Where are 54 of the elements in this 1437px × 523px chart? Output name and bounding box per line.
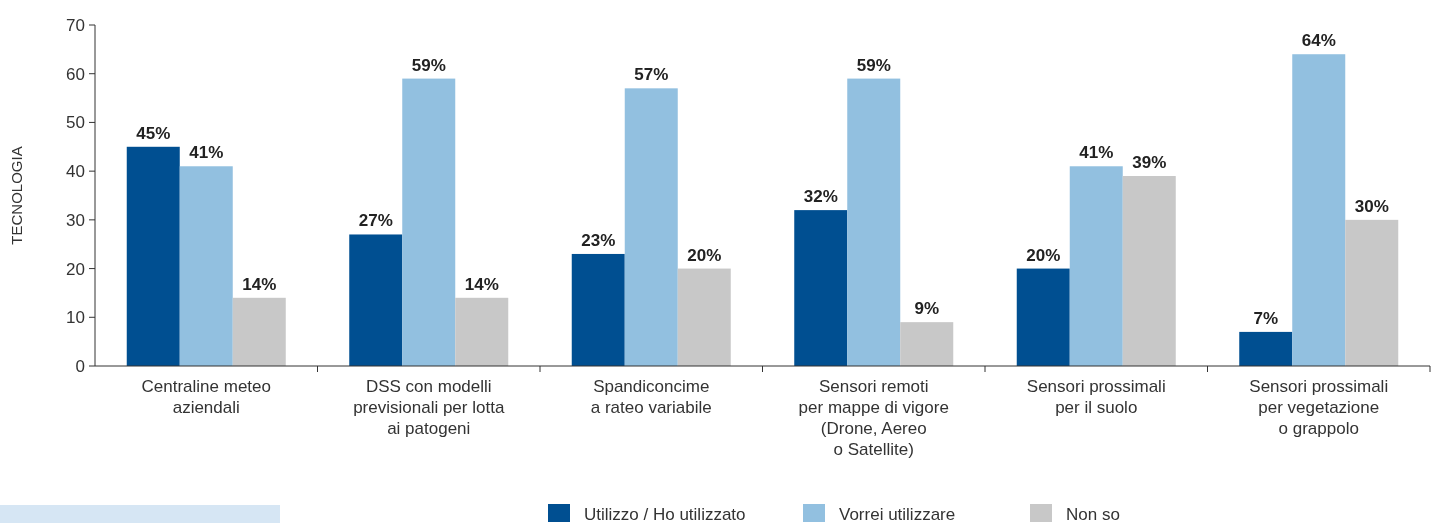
data-label: 45% xyxy=(136,123,171,143)
bar xyxy=(794,210,848,366)
legend-label: Non so xyxy=(1066,505,1120,523)
data-label: 57% xyxy=(634,65,669,85)
bar xyxy=(1345,219,1399,366)
y-tick-label: 70 xyxy=(66,16,85,35)
y-axis-title: TECNOLOGIA xyxy=(8,146,25,245)
legend-label: Utilizzo / Ho utilizzato xyxy=(584,505,746,523)
legend-label: Vorrei utilizzare xyxy=(839,505,956,523)
x-tick-label: Sensori prossimali per il suolo xyxy=(1026,377,1166,417)
data-label: 9% xyxy=(914,299,940,319)
y-tick-label: 20 xyxy=(66,259,85,279)
x-tick-label: DSS con modelli previsionali per lotta ai patogeni xyxy=(353,377,505,438)
data-label: 20% xyxy=(687,245,722,265)
y-tick-label: 60 xyxy=(66,64,85,84)
bar xyxy=(402,78,456,366)
data-label: 41% xyxy=(1079,143,1114,163)
bar xyxy=(847,78,901,366)
data-label: 30% xyxy=(1354,196,1389,216)
x-tick-label: Sensori remoti per mappe di vigore (Drone, Aereo o Satellite) xyxy=(798,377,949,459)
x-tick-label: Sensori prossimali per vegetazione o grappolo xyxy=(1249,377,1389,438)
data-label: 59% xyxy=(411,55,446,75)
x-tick-label: Spandiconcime a rateo variabile xyxy=(590,377,712,417)
y-tick-label: 10 xyxy=(66,308,85,328)
data-label: 64% xyxy=(1301,31,1336,51)
data-label: 32% xyxy=(803,187,838,207)
bar xyxy=(126,146,180,366)
bar xyxy=(624,88,678,366)
bar xyxy=(677,268,731,366)
y-tick-label: 0 xyxy=(75,357,85,376)
data-label: 59% xyxy=(856,55,891,75)
data-label: 39% xyxy=(1132,153,1167,173)
bar xyxy=(349,234,403,366)
data-label: 14% xyxy=(464,274,499,294)
data-label: 14% xyxy=(242,274,277,294)
data-label: 23% xyxy=(581,230,616,250)
bar xyxy=(1239,331,1293,366)
data-label: 7% xyxy=(1253,308,1279,328)
bar xyxy=(232,297,286,366)
y-tick-label: 40 xyxy=(66,162,85,182)
y-tick-label: 30 xyxy=(66,210,85,230)
x-tick-label: Centraline meteo aziendali xyxy=(141,377,271,417)
data-label: 20% xyxy=(1026,245,1061,265)
data-label: 27% xyxy=(358,211,393,231)
bar xyxy=(571,253,625,366)
data-label: 41% xyxy=(189,143,224,163)
bar xyxy=(179,166,233,366)
bar xyxy=(1069,166,1123,366)
bar xyxy=(1292,54,1346,366)
bar xyxy=(455,297,509,366)
bar xyxy=(1122,176,1176,366)
bar xyxy=(900,322,954,366)
bar xyxy=(1016,268,1070,366)
y-tick-label: 50 xyxy=(66,113,85,133)
